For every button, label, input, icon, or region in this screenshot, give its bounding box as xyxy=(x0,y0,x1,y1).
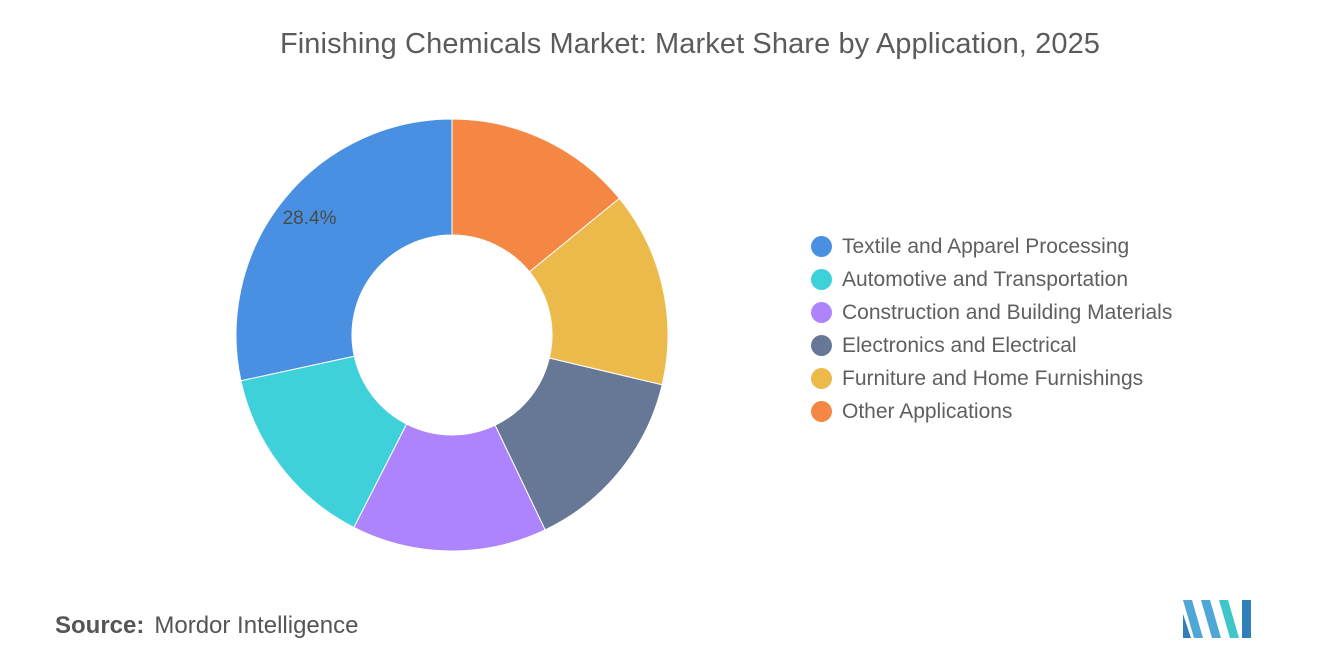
legend-swatch xyxy=(811,302,832,323)
source-note: Source: Mordor Intelligence xyxy=(55,612,358,640)
chart-title: Finishing Chemicals Market: Market Share… xyxy=(279,28,1101,60)
data-label-textile-and-apparel-processing: 28.4% xyxy=(283,208,337,229)
legend-item-automotive-and-transportation: Automotive and Transportation xyxy=(811,263,1172,296)
legend-label: Construction and Building Materials xyxy=(842,300,1173,324)
legend-swatch xyxy=(811,401,832,422)
legend-item-textile-and-apparel-processing: Textile and Apparel Processing xyxy=(811,230,1172,263)
source-label: Source: xyxy=(55,612,145,639)
legend-swatch xyxy=(811,269,832,290)
legend-label: Automotive and Transportation xyxy=(842,267,1129,291)
slice-furniture-and-home-furnishings xyxy=(528,197,669,386)
legend-swatch xyxy=(811,236,832,257)
source-name: Mordor Intelligence xyxy=(154,612,359,639)
slice-construction-and-building-materials xyxy=(353,423,546,552)
legend-item-construction-and-building-materials: Construction and Building Materials xyxy=(811,296,1172,329)
legend-label: Other Applications xyxy=(842,399,1013,423)
legend-swatch xyxy=(811,368,832,389)
slice-other-applications xyxy=(451,118,620,273)
legend-label: Electronics and Electrical xyxy=(842,333,1077,357)
chart-legend: Textile and Apparel Processing Automotive… xyxy=(811,230,1172,428)
legend-item-furniture-and-home-furnishings: Furniture and Home Furnishings xyxy=(811,362,1172,395)
legend-label: Furniture and Home Furnishings xyxy=(842,366,1144,390)
slice-automotive-and-transportation xyxy=(240,355,408,529)
legend-item-other-applications: Other Applications xyxy=(811,395,1172,428)
mordor-intelligence-logo xyxy=(1183,600,1251,638)
slice-textile-and-apparel-processing xyxy=(235,118,453,382)
legend-item-electronics-and-electrical: Electronics and Electrical xyxy=(811,329,1172,362)
legend-label: Textile and Apparel Processing xyxy=(842,234,1130,258)
legend-swatch xyxy=(811,335,832,356)
slice-electronics-and-electrical xyxy=(494,357,663,531)
